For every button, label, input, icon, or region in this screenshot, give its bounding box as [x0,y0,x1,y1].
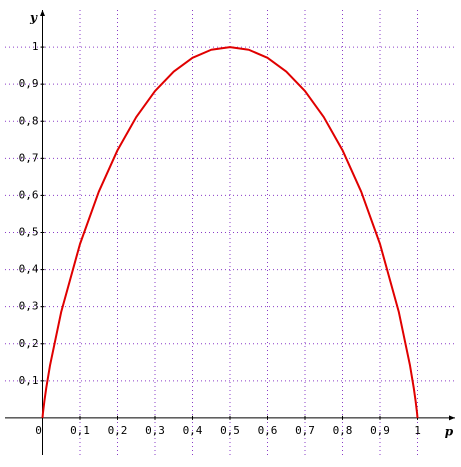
y-tick-label: 0,2 [19,337,39,350]
x-tick-label: 0,6 [258,424,278,437]
x-tick-label: 0,7 [295,424,315,437]
y-axis-label: y [29,11,38,25]
y-tick-label: 0,6 [19,188,39,201]
x-tick-label: 0 [35,424,42,437]
x-axis-arrow [449,415,455,421]
y-tick-label: 0,9 [19,77,39,90]
y-tick-label: 0,8 [19,114,39,127]
x-tick-label: 0,9 [370,424,390,437]
y-tick-label: 0,7 [19,151,39,164]
y-axis-arrow [40,10,45,16]
x-axis-label: p [445,424,454,438]
y-tick-label: 0,3 [19,300,39,313]
y-tick-label: 1 [32,40,39,53]
x-tick-label: 0,5 [220,424,240,437]
y-tick-label: 0,5 [19,226,39,239]
y-tick-label: 0,1 [19,374,39,387]
x-tick-label: 0,8 [333,424,353,437]
x-tick-label: 1 [414,424,421,437]
x-tick-label: 0,2 [108,424,128,437]
x-tick-label: 0,3 [145,424,165,437]
x-tick-label: 0,4 [183,424,203,437]
line [41,46,419,419]
y-tick-label: 0,4 [19,263,39,276]
x-tick-label: 0,1 [70,424,90,437]
